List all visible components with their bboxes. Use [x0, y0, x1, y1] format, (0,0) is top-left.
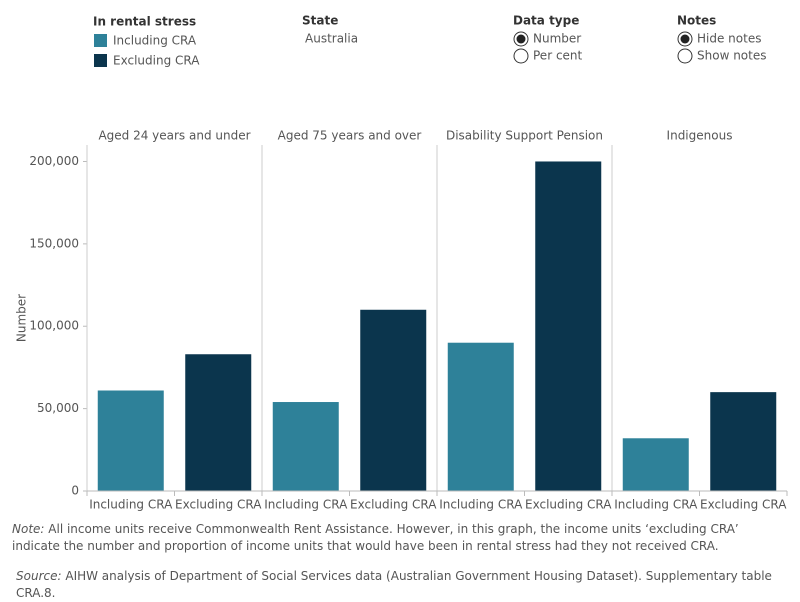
radio-button[interactable]: [677, 48, 693, 64]
panel-title: Indigenous: [667, 129, 733, 143]
legend-label: Including CRA: [113, 34, 197, 48]
bar: [360, 309, 427, 491]
control-title: State: [302, 14, 338, 28]
bar: [272, 402, 339, 491]
bar: [710, 392, 777, 491]
bar: [97, 390, 164, 491]
panel-title: Aged 75 years and over: [278, 129, 422, 143]
bar: [447, 342, 514, 491]
control-title: Data type: [513, 14, 579, 28]
control-title: Notes: [677, 14, 716, 28]
y-tick-label: 150,000: [29, 236, 79, 250]
source: Source: AIHW analysis of Department of S…: [16, 568, 796, 602]
bar: [622, 438, 689, 491]
radio-label[interactable]: Per cent: [533, 49, 583, 63]
y-tick-label: 50,000: [37, 401, 79, 415]
source-text: AIHW analysis of Department of Social Se…: [16, 569, 772, 600]
x-tick-label: Including CRA: [614, 498, 698, 512]
legend-label: Excluding CRA: [113, 54, 200, 68]
panel-title: Disability Support Pension: [446, 129, 603, 143]
radio-label[interactable]: Number: [533, 32, 581, 46]
bar: [535, 161, 602, 491]
x-tick-label: Excluding CRA: [700, 498, 787, 512]
note: Note: All income units receive Commonwea…: [12, 521, 782, 555]
y-tick-label: 100,000: [29, 319, 79, 333]
radio-dot: [516, 34, 526, 44]
note-text: All income units receive Commonwealth Re…: [12, 522, 739, 553]
source-label: Source:: [16, 569, 62, 583]
x-tick-label: Including CRA: [439, 498, 523, 512]
x-tick-label: Excluding CRA: [525, 498, 612, 512]
control-value: Australia: [305, 32, 358, 46]
radio-label[interactable]: Hide notes: [697, 32, 761, 46]
radio-button[interactable]: [513, 48, 529, 64]
x-tick-label: Including CRA: [89, 498, 173, 512]
x-tick-label: Excluding CRA: [350, 498, 437, 512]
panel-title: Aged 24 years and under: [98, 129, 250, 143]
radio-dot: [680, 34, 690, 44]
y-tick-label: 0: [71, 484, 79, 498]
y-axis-title: Number: [15, 294, 29, 342]
bar: [185, 354, 252, 491]
x-tick-label: Including CRA: [264, 498, 348, 512]
x-tick-label: Excluding CRA: [175, 498, 262, 512]
legend-swatch: [94, 54, 107, 67]
y-tick-label: 200,000: [29, 154, 79, 168]
legend-title: In rental stress: [93, 15, 196, 29]
radio-label[interactable]: Show notes: [697, 49, 766, 63]
note-label: Note:: [12, 522, 45, 536]
legend-swatch: [94, 34, 107, 47]
